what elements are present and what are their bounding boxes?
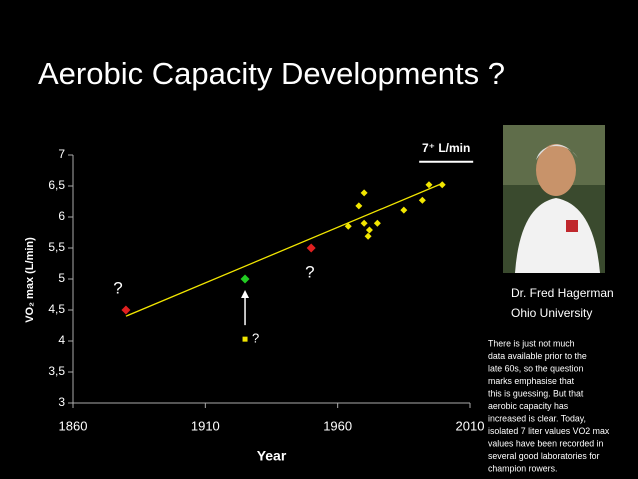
point xyxy=(121,305,131,315)
point xyxy=(240,274,250,284)
y-tick-label: 3,5 xyxy=(48,364,65,378)
note-line: late 60s, so the question xyxy=(488,363,583,373)
photo-caption: Ohio University xyxy=(511,306,592,320)
trendline xyxy=(125,182,444,317)
point xyxy=(425,181,433,189)
x-axis-label: Year xyxy=(257,448,287,464)
note-line: marks emphasise that xyxy=(488,376,575,386)
annotation: ? xyxy=(113,278,122,297)
x-tick-label: 2010 xyxy=(456,418,485,433)
slide-title: Aerobic Capacity Developments ? xyxy=(38,56,505,91)
annotation: ? xyxy=(252,331,259,346)
photo-shirt xyxy=(515,198,600,273)
note-line: increased is clear. Today, xyxy=(488,413,586,423)
note-line: isolated 7 liter values VO2 max xyxy=(488,426,610,436)
photo-caption: Dr. Fred Hagerman xyxy=(511,286,614,300)
point xyxy=(360,189,368,197)
point xyxy=(418,196,426,204)
point xyxy=(364,232,372,240)
annotation-marker xyxy=(242,336,248,342)
note-line: aerobic capacity has xyxy=(488,401,569,411)
photo-face xyxy=(536,144,576,196)
note-line: values have been recorded in xyxy=(488,438,604,448)
photo-hair xyxy=(536,144,578,160)
note-line: data available prior to the xyxy=(488,351,587,361)
y-tick-label: 5 xyxy=(58,271,65,285)
x-tick-label: 1960 xyxy=(323,418,352,433)
point xyxy=(306,243,316,253)
photo-logo xyxy=(566,220,578,232)
point xyxy=(344,222,352,230)
point xyxy=(373,219,381,227)
point xyxy=(360,219,368,227)
photo xyxy=(503,125,605,273)
y-tick-label: 4,5 xyxy=(48,302,65,316)
y-tick-label: 4 xyxy=(58,333,65,347)
x-tick-label: 1860 xyxy=(59,418,88,433)
point xyxy=(438,181,446,189)
y-tick-label: 7 xyxy=(58,147,65,161)
y-tick-label: 5,5 xyxy=(48,240,65,254)
x-tick-label: 1910 xyxy=(191,418,220,433)
annotation-arrowhead xyxy=(241,290,250,298)
y-axis-label: VO₂ max (L/min) xyxy=(24,237,36,323)
note-line: champion rowers. xyxy=(488,463,557,473)
note-line: There is just not much xyxy=(488,338,575,348)
note-line: this is guessing. But that xyxy=(488,388,584,398)
note: There is just not much data available pri… xyxy=(488,338,610,473)
y-tick-label: 6,5 xyxy=(48,178,65,192)
point xyxy=(400,206,408,214)
point xyxy=(355,202,363,210)
annotation: 7⁺ L/min xyxy=(422,141,470,155)
note-line: several good laboratories for xyxy=(488,451,600,461)
point xyxy=(365,226,373,234)
annotation: ? xyxy=(305,262,314,281)
y-tick-label: 6 xyxy=(58,209,65,223)
y-tick-label: 3 xyxy=(58,395,65,409)
